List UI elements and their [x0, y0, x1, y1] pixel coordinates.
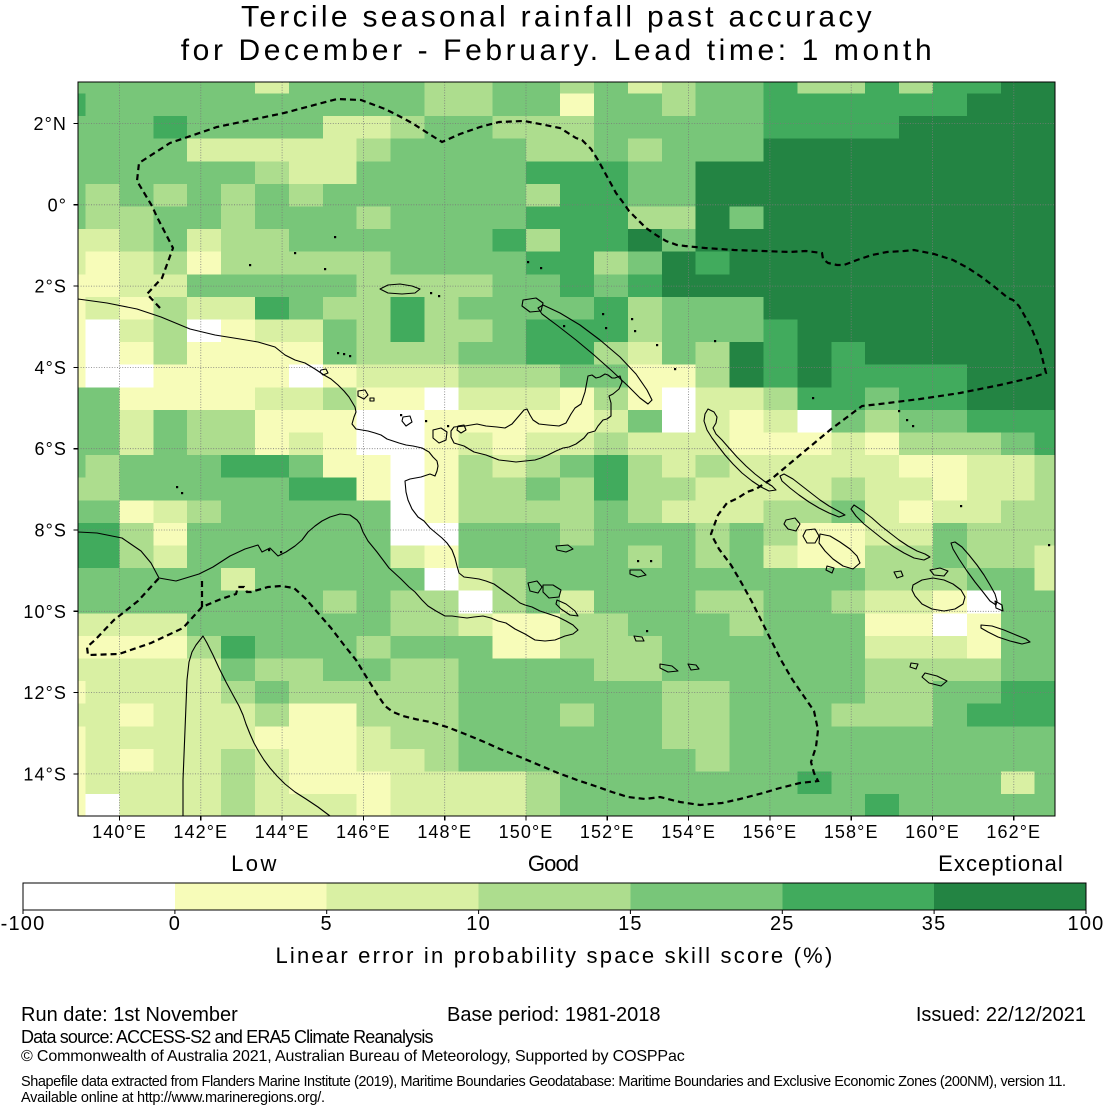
- svg-text:Exceptional: Exceptional: [938, 851, 1064, 876]
- svg-text:Base period: 1981-2018: Base period: 1981-2018: [447, 1004, 661, 1026]
- svg-text:144°E: 144°E: [255, 822, 310, 842]
- svg-text:12°S: 12°S: [23, 683, 67, 703]
- svg-text:Tercile seasonal rainfall past: Tercile seasonal rainfall past accuracy: [241, 1, 875, 34]
- svg-text:140°E: 140°E: [92, 822, 147, 842]
- svg-text:150°E: 150°E: [499, 822, 554, 842]
- svg-text:10: 10: [466, 913, 491, 935]
- svg-text:162°E: 162°E: [986, 822, 1041, 842]
- svg-text:Linear error in probability sp: Linear error in probability space skill …: [276, 943, 835, 968]
- svg-text:148°E: 148°E: [417, 822, 472, 842]
- svg-text:100: 100: [1068, 913, 1105, 935]
- svg-text:8°S: 8°S: [34, 521, 67, 541]
- svg-text:-100: -100: [1, 913, 46, 935]
- svg-text:5: 5: [321, 913, 333, 935]
- svg-text:© Commonwealth of Australia 20: © Commonwealth of Australia 2021, Austra…: [21, 1048, 685, 1065]
- svg-text:Good: Good: [528, 851, 578, 876]
- svg-text:15: 15: [618, 913, 643, 935]
- svg-text:for December - February. Lead: for December - February. Lead time: 1 mo…: [181, 34, 936, 67]
- svg-text:152°E: 152°E: [580, 822, 635, 842]
- svg-text:0: 0: [169, 913, 181, 935]
- svg-text:2°N: 2°N: [33, 114, 67, 134]
- svg-text:146°E: 146°E: [336, 822, 391, 842]
- svg-text:Run date: 1st November: Run date: 1st November: [21, 1004, 238, 1026]
- svg-text:Issued: 22/12/2021: Issued: 22/12/2021: [916, 1004, 1086, 1026]
- svg-text:10°S: 10°S: [23, 602, 67, 622]
- svg-text:6°S: 6°S: [34, 439, 67, 459]
- svg-text:142°E: 142°E: [173, 822, 228, 842]
- svg-text:160°E: 160°E: [905, 822, 960, 842]
- svg-text:25: 25: [770, 913, 795, 935]
- svg-text:158°E: 158°E: [824, 822, 879, 842]
- svg-text:35: 35: [922, 913, 947, 935]
- svg-text:2°S: 2°S: [34, 277, 67, 297]
- svg-text:154°E: 154°E: [661, 822, 716, 842]
- svg-text:4°S: 4°S: [34, 358, 67, 378]
- svg-text:0°: 0°: [48, 195, 67, 215]
- svg-text:Data source: ACCESS-S2 and ERA: Data source: ACCESS-S2 and ERA5 Climate …: [21, 1027, 434, 1047]
- svg-text:156°E: 156°E: [743, 822, 798, 842]
- svg-text:Available online at http://www: Available online at http://www.marinereg…: [21, 1090, 325, 1106]
- svg-text:14°S: 14°S: [23, 764, 67, 784]
- svg-text:Shapefile data extracted from: Shapefile data extracted from Flanders M…: [21, 1074, 1066, 1090]
- svg-text:Low: Low: [231, 851, 279, 876]
